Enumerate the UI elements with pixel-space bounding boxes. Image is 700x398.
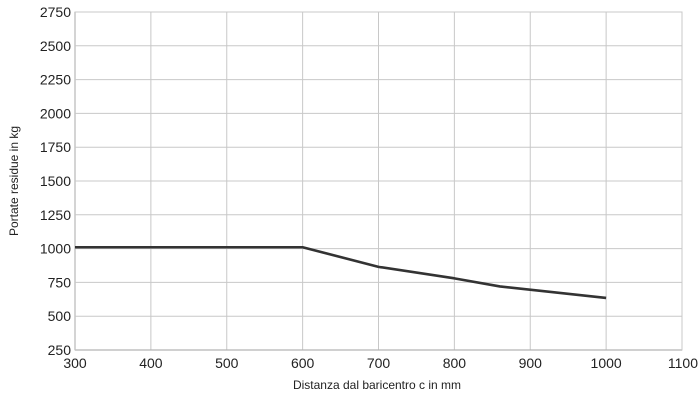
x-tick-label: 600 — [291, 355, 315, 371]
y-tick-label: 1250 — [40, 207, 71, 223]
x-tick-label: 300 — [63, 355, 87, 371]
x-tick-label: 700 — [367, 355, 391, 371]
y-tick-label: 1500 — [40, 173, 71, 189]
x-tick-label: 400 — [139, 355, 163, 371]
series-lines — [75, 245, 607, 300]
x-axis-title: Distanza dal baricentro c in mm — [293, 378, 461, 392]
y-tick-label: 2750 — [40, 4, 71, 20]
y-tick-label: 500 — [48, 308, 72, 324]
y-tick-label: 2500 — [40, 38, 71, 54]
tick-labels: 300 400 500 600 700 800 900 1000 1100 250 500 750 10… — [40, 4, 698, 371]
y-tick-label: 250 — [48, 342, 72, 358]
plot-frame — [74, 11, 683, 351]
x-tick-label: 800 — [443, 355, 467, 371]
series-line — [75, 245, 607, 300]
y-tick-label: 1000 — [40, 241, 71, 257]
x-tick-label: 1000 — [591, 355, 622, 371]
y-tick-label: 2250 — [40, 72, 71, 88]
y-tick-label: 2000 — [40, 105, 71, 121]
x-tick-label: 1100 — [668, 355, 698, 371]
y-tick-label: 750 — [48, 274, 72, 290]
grid-lines — [74, 11, 683, 351]
x-tick-label: 900 — [519, 355, 543, 371]
y-tick-label: 1750 — [40, 139, 71, 155]
y-axis-title: Portate residue in kg — [7, 126, 21, 236]
x-tick-label: 500 — [215, 355, 239, 371]
